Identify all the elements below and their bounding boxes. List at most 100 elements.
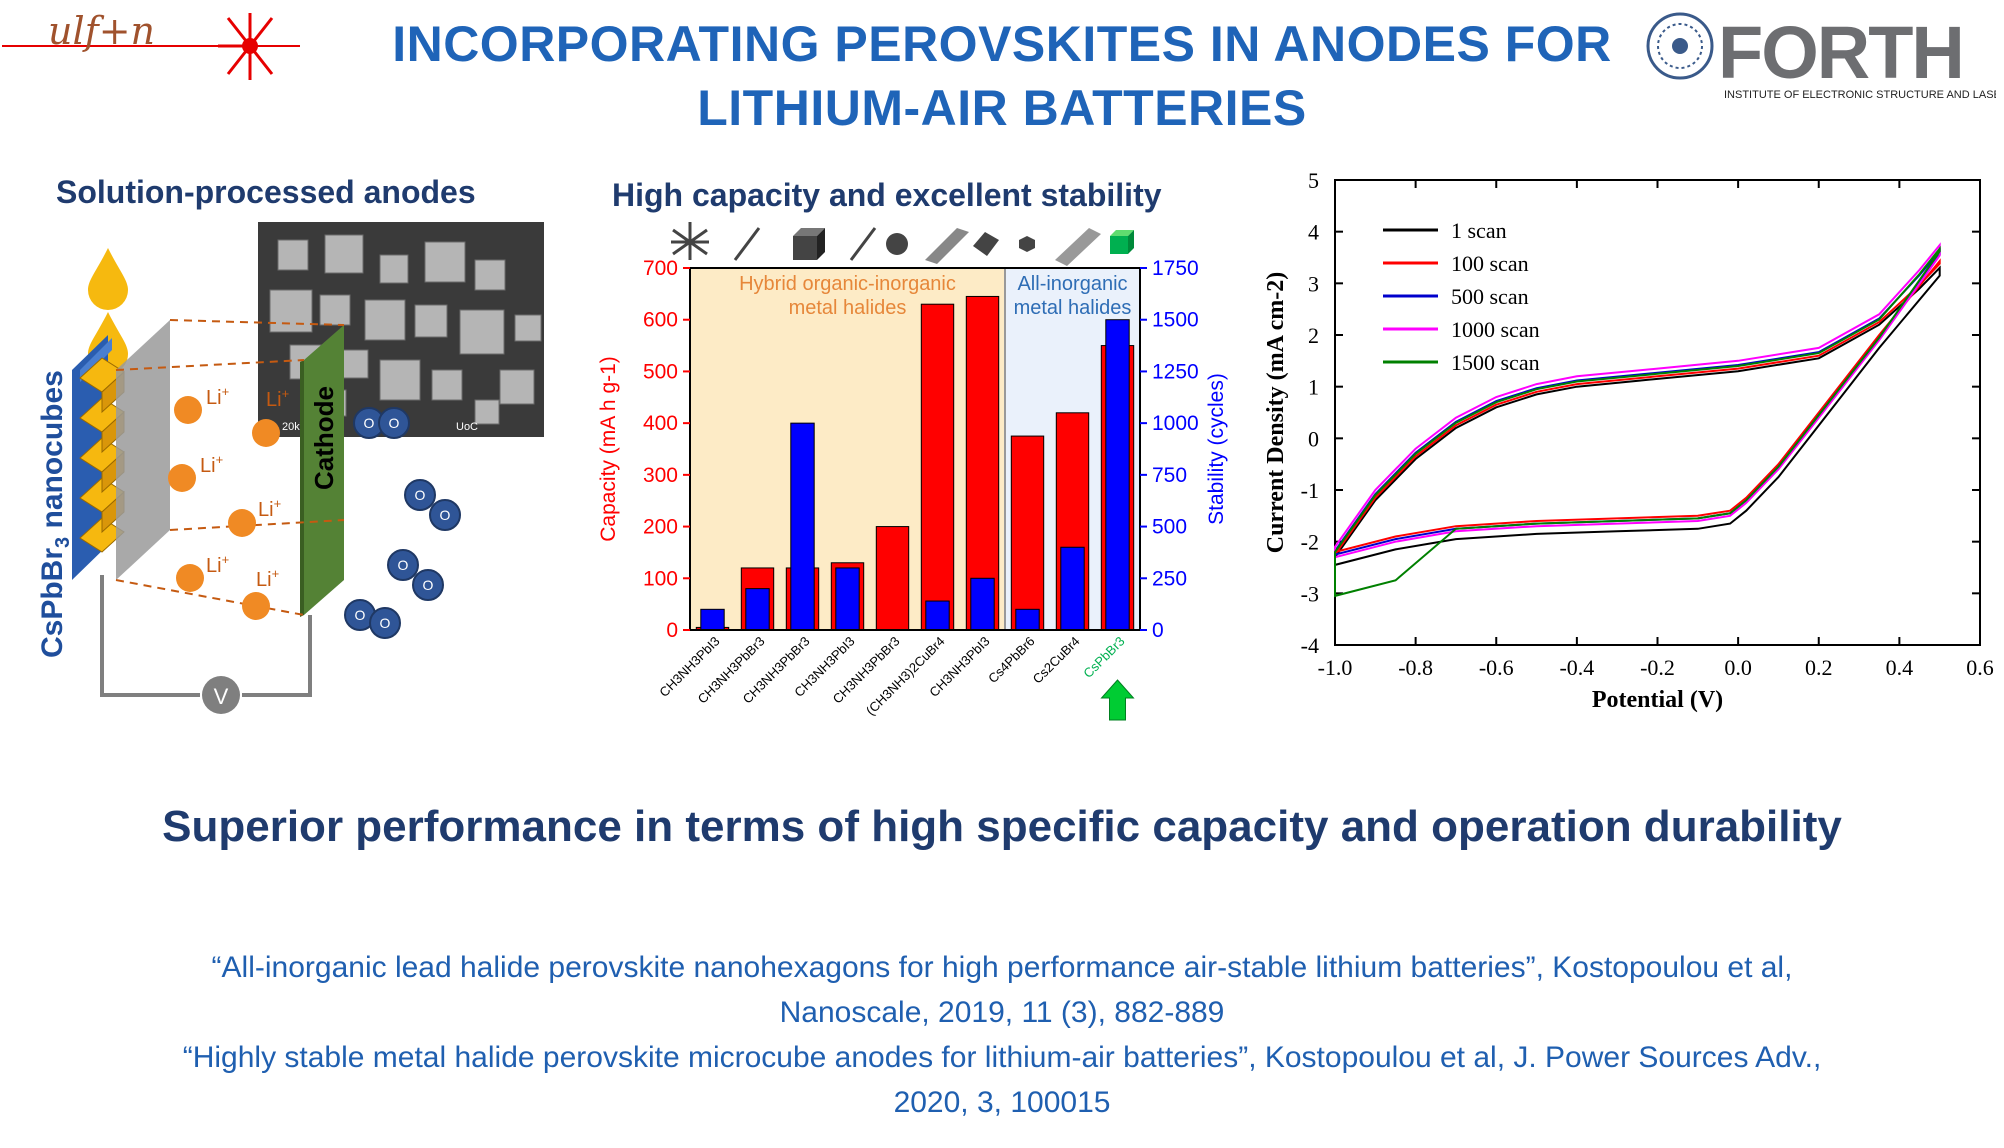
legend-label: 1500 scan — [1451, 350, 1540, 375]
x-tick-label: -0.8 — [1398, 655, 1433, 680]
y2-tick-label: 1500 — [1152, 309, 1199, 332]
battery-schematic: 20kV UoC Cathode — [20, 220, 560, 720]
y-tick-label: 4 — [1308, 220, 1319, 245]
cube-icon — [793, 228, 825, 260]
panel1-heading: Solution-processed anodes — [56, 174, 476, 210]
plate-icon — [1055, 228, 1101, 266]
voltmeter-icon — [202, 676, 240, 714]
panel2-heading: High capacity and excellent stability — [612, 177, 1162, 213]
bar-capacity — [1010, 435, 1045, 631]
y2-tick-label: 500 — [1152, 516, 1187, 539]
y2-tick-label: 1750 — [1152, 257, 1199, 280]
y-tick-label: 700 — [643, 257, 678, 280]
plot-frame — [1334, 179, 1981, 646]
panel1-side-label: CsPbBr3 nanocubes — [36, 370, 74, 658]
legend-label: 1 scan — [1451, 218, 1507, 243]
logo-left-text: ulf+n — [48, 9, 155, 53]
bar-stability — [1015, 608, 1040, 631]
bar-stability — [970, 577, 995, 631]
cv-curve — [1334, 242, 1941, 559]
svg-text:O: O — [380, 615, 391, 631]
svg-text:O: O — [389, 415, 400, 431]
bar-chart: Hybrid organic-inorganic metal halides All… — [585, 218, 1235, 723]
y-axis-label: Capacity (mA h g-1) — [597, 356, 620, 542]
citation-2-line2: 2020, 3, 100015 — [893, 1086, 1111, 1119]
svg-text:Li+: Li+ — [256, 566, 279, 591]
li-ion-icon — [168, 396, 280, 620]
x-tick-label: 0.6 — [1966, 655, 1994, 680]
y-tick-label: -4 — [1301, 633, 1319, 658]
cv-curve — [1334, 245, 1941, 598]
star-shape-icon — [671, 222, 709, 260]
forth-logo-text: FORTH — [1718, 11, 1963, 94]
y-tick-label: -2 — [1301, 530, 1319, 555]
bar-stability — [925, 600, 950, 631]
y-tick-label: 1 — [1308, 375, 1319, 400]
bar-stability — [745, 588, 770, 631]
voltmeter-label: V — [214, 684, 229, 709]
rod-icon — [733, 227, 761, 261]
citation-1-line1: “All-inorganic lead halide perovskite na… — [211, 951, 1793, 984]
y-tick-label: -3 — [1301, 581, 1319, 606]
svg-text:O: O — [415, 487, 426, 503]
y-tick-label: 600 — [643, 309, 678, 332]
material-icons-row — [671, 222, 1134, 266]
x-tick-label: 0.2 — [1805, 655, 1833, 680]
cv-curve — [1334, 265, 1941, 567]
svg-text:O: O — [398, 557, 409, 573]
laser-logo-icon: ulf+n — [2, 9, 300, 80]
y-tick-label: 2 — [1308, 323, 1319, 348]
logo-right: FORTH INSTITUTE OF ELECTRONIC STRUCTURE … — [1646, 6, 2004, 106]
y-tick-label: 100 — [643, 567, 678, 590]
bar-stability — [835, 567, 860, 631]
cv-curve — [1334, 258, 1941, 558]
page-title-line1: INCORPORATING PEROVSKITES IN ANODES FOR — [392, 16, 1612, 72]
cv-chart: -1.0 -0.8 -0.6 -0.4 -0.2 0.0 0.2 0.4 0.6 -4 -3 -2 -1… — [1255, 165, 1995, 720]
svg-text:O: O — [355, 607, 366, 623]
sphere-icon — [886, 233, 908, 255]
y-tick-label: -1 — [1301, 478, 1319, 503]
green-cube-icon — [1110, 230, 1134, 254]
cathode-label: Cathode — [309, 386, 339, 490]
y2-tick-label: 0 — [1152, 619, 1164, 642]
category-label: (CH3NH3)2CuBr4 — [863, 634, 948, 719]
forth-subtitle: INSTITUTE OF ELECTRONIC STRUCTURE AND LA… — [1724, 89, 1996, 101]
page-title-line2: LITHIUM-AIR BATTERIES — [697, 80, 1307, 136]
bar-stability — [1105, 319, 1130, 631]
sem-inst-label: UoC — [456, 421, 478, 433]
y2-tick-label: 1250 — [1152, 360, 1199, 383]
region-label-hybrid: metal halides — [789, 297, 907, 319]
y2-tick-label: 250 — [1152, 567, 1187, 590]
hexagon-icon — [1019, 236, 1035, 252]
y-tick-label: 5 — [1308, 168, 1319, 193]
plot-frame — [689, 267, 1141, 631]
bar-stability — [790, 422, 815, 631]
headline: Superior performance in terms of high sp… — [162, 802, 1842, 851]
citation-2-line1: “Highly stable metal halide perovskite m… — [182, 1041, 1822, 1074]
bar-capacity — [920, 303, 955, 631]
svg-text:O: O — [364, 415, 375, 431]
rod-icon — [849, 227, 877, 261]
x-tick-label: 0.0 — [1724, 655, 1752, 680]
diamond-icon — [973, 232, 999, 256]
y-tick-label: 0 — [666, 619, 678, 642]
svg-text:O: O — [423, 577, 434, 593]
bar-capacity — [965, 295, 1000, 631]
x-tick-label: -0.4 — [1559, 655, 1594, 680]
y-tick-label: 200 — [643, 516, 678, 539]
category-label: Cs2CuBr4 — [1030, 634, 1083, 687]
y-tick-label: 300 — [643, 464, 678, 487]
legend-label: 100 scan — [1451, 251, 1529, 276]
bar-stability — [700, 608, 725, 631]
bar-stability — [1060, 546, 1085, 631]
y-tick-label: 400 — [643, 412, 678, 435]
y2-tick-label: 750 — [1152, 464, 1187, 487]
forth-seal-icon — [1646, 12, 1714, 80]
citation-1-line2: Nanoscale, 2019, 11 (3), 882-889 — [779, 996, 1225, 1029]
svg-text:Li+: Li+ — [206, 384, 229, 409]
y-tick-label: 0 — [1308, 426, 1319, 451]
y-axis-label: Current Density (mA cm-2) — [1263, 272, 1289, 554]
category-label: Cs4PbBr6 — [985, 634, 1038, 687]
y-tick-label: 500 — [643, 360, 678, 383]
